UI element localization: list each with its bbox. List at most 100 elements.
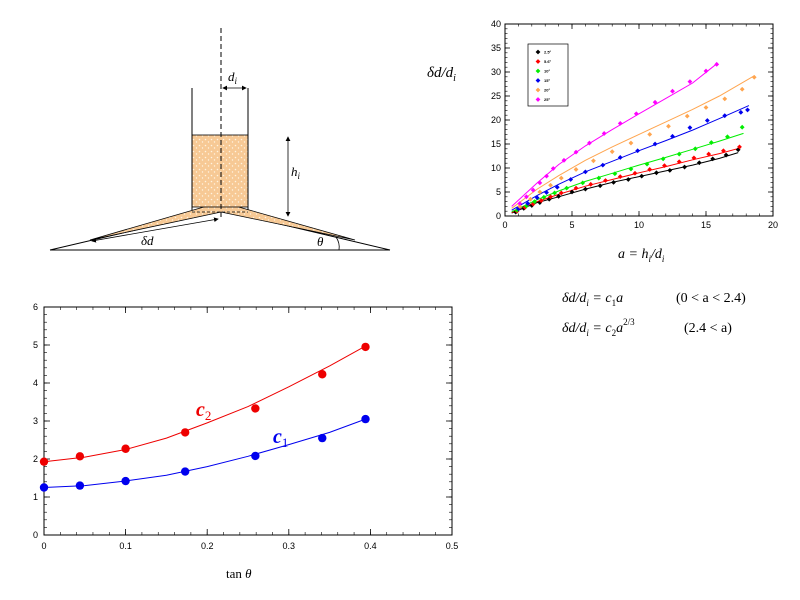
x-tick-label: 10 [634,220,644,230]
data-point-series-0 [361,342,370,352]
data-point-series-1 [121,476,130,486]
data-point-series-2 [612,171,618,177]
data-point-series-3 [652,141,658,147]
data-point-series-1 [75,481,85,490]
data-point-series-2 [541,194,547,200]
x-tick-label: 0 [41,541,46,551]
delta-d-label: δd [141,233,154,248]
data-point-series-1 [647,167,653,172]
data-point-series-3 [600,162,606,168]
y-tick-label: 1 [33,492,38,502]
c1-series-label: c1 [273,426,288,450]
x-tick-label: 0 [502,220,507,230]
data-point-series-0 [667,168,673,173]
y-tick-label: 15 [491,139,501,149]
data-point-series-2 [628,166,634,172]
equation-1-range: (0 < a < 2.4) [676,291,746,306]
data-point-series-4 [528,196,533,202]
legend-label: 5.6° [544,59,552,64]
data-point-series-5 [537,180,543,186]
data-point-series-5 [633,111,639,117]
right-chart-ylabel: δd/di [427,65,456,84]
y-tick-label: 25 [491,91,501,101]
data-point-series-4 [647,132,653,137]
data-point-series-0 [556,193,561,199]
y-tick-label: 2 [33,454,38,464]
data-point-series-1 [538,198,544,204]
data-point-series-0 [597,183,603,189]
data-point-series-2 [660,156,666,162]
data-point-series-5 [652,99,658,105]
right-chart-xlabel: a = hi/di [618,247,665,264]
fit-line-series-2 [511,132,744,213]
data-point-series-1 [361,414,370,424]
legend-marker [535,49,541,55]
data-point-series-5 [573,149,579,155]
data-point-series-0 [75,452,85,461]
y-tick-label: 3 [33,416,38,426]
data-point-series-4 [722,96,728,102]
data-point-series-5 [601,131,607,136]
data-point-series-2 [596,175,602,181]
fit-line-series-1 [511,147,741,214]
data-point-series-1 [737,144,742,150]
data-point-series-2 [580,180,586,186]
data-point-series-2 [725,134,730,140]
x-tick-label: 0.3 [283,541,296,551]
legend-label: 20° [544,88,550,93]
data-point-series-4 [517,204,523,209]
y-tick-label: 40 [491,19,501,29]
data-point-series-0 [251,404,260,413]
data-point-series-0 [654,170,659,176]
data-point-series-3 [568,177,574,182]
data-point-series-1 [558,190,564,196]
data-point-series-2 [739,124,745,130]
data-point-series-5 [544,173,549,179]
equations: δd/di = c1a (0 < a < 2.4) δd/di = c2a2/3… [562,291,746,338]
left-chart-frame [43,306,453,536]
data-point-series-0 [569,189,575,195]
y-tick-label: 5 [496,187,501,197]
data-point-series-1 [588,181,594,187]
data-point-series-3 [534,195,540,201]
data-point-series-1 [573,185,579,191]
fit-line-series-3 [511,105,750,211]
legend-marker [535,78,541,83]
right-chart-legend: 2.5° 5.6° 10° 15° 20° 25° [527,43,569,107]
left-chart-xlabel: tan θ [226,566,252,581]
theta-arc [335,236,340,251]
data-point-series-1 [603,178,608,183]
data-point-series-4 [739,86,745,92]
data-point-series-1 [318,433,327,443]
legend-label: 15° [544,78,550,83]
data-point-series-0 [39,457,49,466]
legend-marker [535,68,541,74]
hi-label: hi [291,164,301,181]
y-tick-label: 0 [33,530,38,540]
data-point-series-2 [552,190,557,196]
data-point-series-0 [682,164,687,170]
data-point-series-0 [710,156,716,162]
data-point-series-5 [524,194,529,200]
schematic-diagram: di hi δd θ [49,28,391,251]
fit-line-series-1 [43,418,366,488]
data-point-series-0 [625,177,631,182]
data-point-series-1 [632,170,638,176]
data-point-series-1 [676,159,682,165]
data-point-series-4 [666,123,671,129]
x-tick-label: 0.2 [201,541,214,551]
legend-label: 25° [544,97,550,102]
legend-label: 2.5° [544,50,552,55]
fit-line-series-0 [43,345,366,463]
data-point-series-0 [318,370,327,379]
data-point-series-5 [617,120,623,126]
data-point-series-3 [704,118,710,123]
x-tick-label: 5 [569,220,574,230]
x-tick-label: 0.1 [119,541,132,551]
data-point-series-1 [251,451,260,461]
data-point-series-1 [617,174,623,180]
data-point-series-1 [39,483,49,492]
data-point-series-0 [696,160,702,166]
